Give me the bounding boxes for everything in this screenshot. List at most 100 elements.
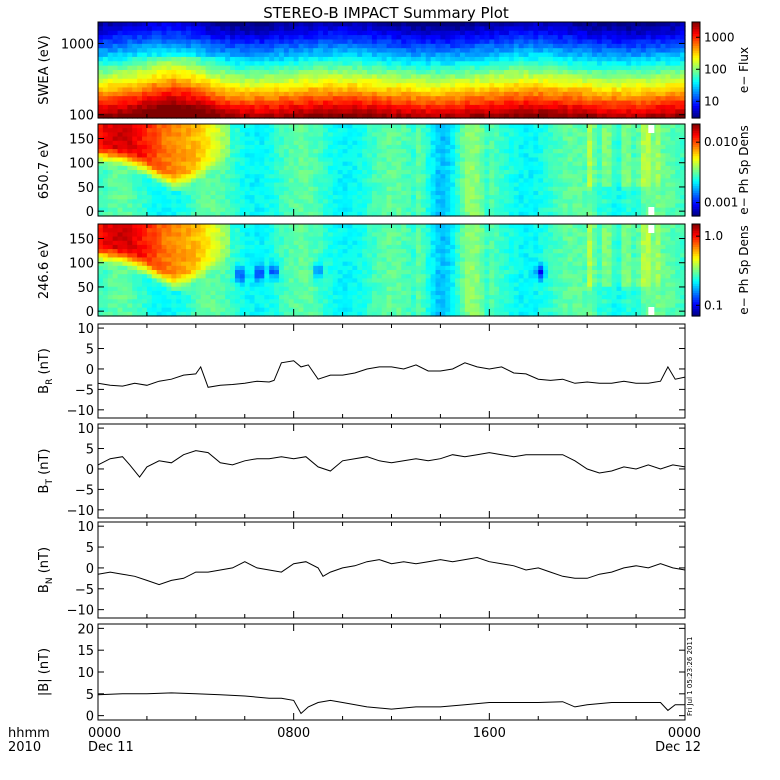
pad650-cell bbox=[543, 124, 549, 129]
pad650-cell bbox=[484, 195, 490, 200]
swea-cell bbox=[538, 30, 544, 36]
pad650-cell bbox=[288, 199, 295, 205]
pad650-cell bbox=[122, 153, 128, 159]
pad650-cell bbox=[592, 165, 598, 171]
swea-cell bbox=[665, 30, 671, 36]
swea-cell bbox=[283, 30, 290, 36]
swea-cell bbox=[303, 30, 309, 36]
pad650-cell bbox=[269, 211, 275, 217]
swea-cell bbox=[464, 109, 471, 115]
swea-cell bbox=[342, 35, 349, 41]
swea-cell bbox=[107, 65, 114, 71]
swea-cell bbox=[401, 70, 407, 75]
swea-cell bbox=[210, 48, 216, 54]
swea-cell bbox=[98, 74, 104, 80]
pad650-cell bbox=[166, 182, 172, 188]
swea-cell bbox=[420, 104, 427, 110]
pad650-cell bbox=[592, 186, 598, 192]
swea-cell bbox=[156, 35, 163, 41]
pad650-cell bbox=[479, 140, 486, 146]
swea-cell bbox=[415, 74, 422, 80]
swea-cell bbox=[132, 96, 138, 102]
swea-cell bbox=[538, 100, 544, 106]
swea-cell bbox=[254, 26, 261, 32]
swea-cell bbox=[411, 30, 417, 36]
swea-cell bbox=[181, 109, 187, 115]
pad650-cell bbox=[323, 170, 329, 175]
swea-cell bbox=[435, 109, 442, 115]
swea-cell bbox=[401, 52, 407, 58]
pad650-cell bbox=[455, 165, 461, 171]
swea-cell bbox=[234, 109, 241, 115]
swea-cell bbox=[675, 96, 681, 102]
pad650-cell bbox=[504, 128, 510, 133]
swea-cell bbox=[367, 70, 373, 75]
swea-cell bbox=[127, 78, 133, 84]
swea-cell bbox=[171, 26, 177, 32]
pad650-cell bbox=[166, 174, 172, 179]
swea-cell bbox=[469, 91, 476, 97]
swea-cell bbox=[259, 30, 265, 36]
swea-cell bbox=[195, 100, 202, 106]
pad650-cell bbox=[567, 124, 574, 129]
swea-cell bbox=[190, 61, 197, 67]
pad650-cell bbox=[464, 178, 471, 184]
swea-cell bbox=[504, 35, 510, 41]
swea-cell bbox=[239, 52, 246, 58]
swea-cell bbox=[264, 56, 270, 62]
pad650-cell bbox=[283, 174, 290, 179]
swea-cell bbox=[347, 52, 353, 58]
swea-cell bbox=[543, 87, 549, 93]
pad650-cell bbox=[415, 136, 422, 142]
pad650-cell bbox=[450, 124, 456, 129]
pad650-cell bbox=[425, 153, 432, 159]
swea-cell bbox=[367, 35, 373, 41]
swea-cell bbox=[225, 56, 231, 62]
pad650-cell bbox=[171, 199, 177, 205]
swea-cell bbox=[562, 61, 569, 67]
pad650-cell bbox=[464, 140, 471, 146]
swea-cell bbox=[445, 74, 451, 80]
swea-cell bbox=[117, 30, 124, 36]
swea-cell bbox=[127, 48, 133, 54]
swea-cell bbox=[381, 39, 388, 45]
pad650-cell bbox=[582, 186, 588, 192]
pad650-cell bbox=[543, 178, 549, 184]
swea-cell bbox=[572, 26, 578, 32]
swea-cell bbox=[518, 87, 525, 93]
swea-cell bbox=[166, 83, 172, 89]
pad650-cell bbox=[102, 161, 109, 167]
pad650-cell bbox=[283, 165, 290, 171]
swea-cell bbox=[440, 74, 446, 80]
pad650-cell bbox=[396, 186, 402, 192]
pad650-cell bbox=[538, 190, 544, 196]
swea-cell bbox=[450, 22, 456, 27]
swea-cell bbox=[425, 70, 432, 75]
pad650-cell bbox=[230, 203, 236, 209]
pad650-cell bbox=[552, 186, 559, 192]
swea-cell bbox=[577, 43, 583, 49]
pad650-cell bbox=[518, 153, 525, 159]
pad650-cell bbox=[225, 157, 231, 163]
swea-cell bbox=[650, 43, 657, 49]
pad650-cell bbox=[401, 153, 407, 159]
swea-cell bbox=[166, 100, 172, 106]
swea-cell bbox=[670, 70, 676, 75]
swea-cell bbox=[337, 91, 344, 97]
swea-cell bbox=[342, 113, 349, 119]
swea-cell bbox=[494, 87, 500, 93]
pad650-cell bbox=[479, 178, 486, 184]
swea-cell bbox=[538, 22, 544, 27]
swea-cell bbox=[675, 48, 681, 54]
pad650-cell bbox=[538, 132, 544, 138]
swea-cell bbox=[567, 113, 574, 119]
swea-cell bbox=[645, 43, 652, 49]
swea-cell bbox=[220, 65, 226, 71]
swea-cell bbox=[640, 109, 647, 115]
pad650-cell bbox=[557, 178, 564, 184]
swea-cell bbox=[332, 91, 339, 97]
pad650-cell bbox=[528, 203, 534, 209]
swea-cell bbox=[122, 74, 128, 80]
